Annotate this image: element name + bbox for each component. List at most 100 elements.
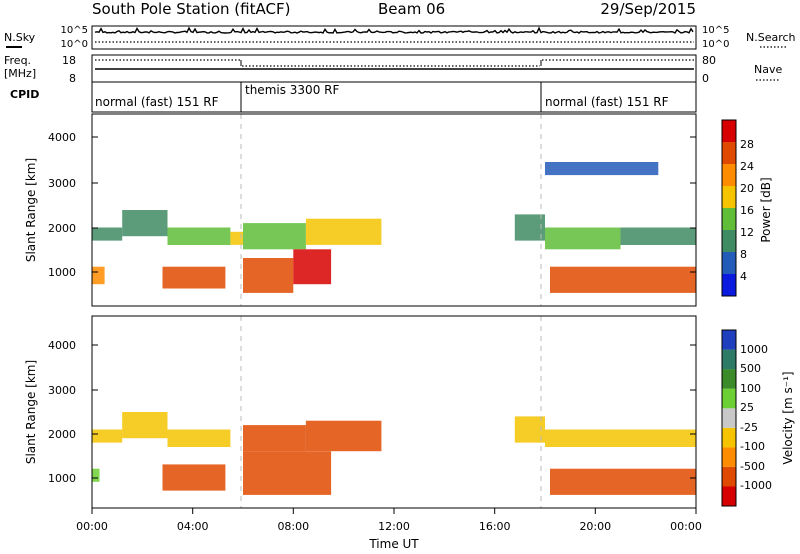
noise-tick-right-top: 10^5	[702, 25, 729, 36]
power-ytick-1000: 1000	[48, 266, 76, 279]
power-cbar-label: Power [dB]	[759, 177, 773, 242]
velocity-colorbar-cell	[722, 427, 736, 448]
power-colorbar-cell	[722, 230, 736, 252]
power-blob	[92, 266, 105, 285]
power-cbar-tick-20: 20	[740, 182, 754, 195]
nsky-label: N.Sky	[4, 31, 36, 44]
x-tick-1600: 16:00	[479, 520, 511, 533]
velocity-blob	[162, 464, 226, 491]
velocity-colorbar-cell	[722, 349, 736, 370]
power-colorbar-cell	[722, 186, 736, 208]
velocity-yticks-marks	[92, 344, 696, 479]
velocity-ytick-4000: 4000	[48, 339, 76, 352]
nave-label: Nave	[754, 63, 782, 76]
velocity-blob	[92, 468, 100, 482]
velocity-blob	[305, 420, 382, 452]
power-cbar-tick-8: 8	[740, 248, 747, 261]
power-blob	[545, 162, 659, 176]
power-blob	[293, 249, 332, 285]
nsearch-label: N.Search	[746, 31, 796, 44]
velocity-colorbar-cell	[722, 330, 736, 350]
nave-tick-top: 80	[702, 54, 716, 67]
x-tick-0800: 08:00	[277, 520, 309, 533]
power-blob	[167, 227, 231, 245]
station-title: South Pole Station (fitACF)	[92, 0, 290, 18]
x-axis-label: Time UT	[368, 537, 419, 551]
power-colorbar-cell	[722, 208, 736, 230]
cpid-segment-3: normal (fast) 151 RF	[545, 95, 669, 109]
velocity-colorbar-cell	[722, 466, 736, 487]
power-colorbar-cell	[722, 252, 736, 274]
velocity-ytick-3000: 3000	[48, 384, 76, 397]
velocity-blob	[122, 412, 168, 439]
x-tick-2400: 00:00	[670, 520, 702, 533]
velocity-colorbar-cell	[722, 486, 736, 506]
velocity-colorbar-cell	[722, 447, 736, 467]
power-blob	[620, 227, 696, 245]
x-tick-0000: 00:00	[76, 520, 108, 533]
power-blob	[550, 266, 696, 293]
cpid-label: CPID	[10, 88, 39, 101]
velocity-cbar-tick-neg25: -25	[740, 421, 758, 434]
velocity-colorbar-cell	[722, 408, 736, 428]
velocity-cbar-tick-100: 100	[740, 382, 761, 395]
x-axis-ticks	[91, 508, 697, 514]
x-axis: 00:00 04:00 08:00 12:00 16:00 20:00 00:0…	[76, 508, 702, 551]
velocity-cbar-tick-neg100: -100	[740, 440, 765, 453]
cpid-segment-1: normal (fast) 151 RF	[95, 95, 219, 109]
freq-label-line1: Freq.	[4, 54, 31, 67]
power-blob	[243, 223, 306, 250]
velocity-blob	[545, 429, 696, 447]
power-ytick-2000: 2000	[48, 222, 76, 235]
power-ytick-4000: 4000	[48, 131, 76, 144]
power-blob	[92, 227, 123, 241]
velocity-panel: Slant Range [km] 1000 2000 3000 4000	[24, 315, 697, 509]
velocity-ytick-1000: 1000	[48, 472, 76, 485]
velocity-cbar-tick-500: 500	[740, 362, 761, 375]
freq-panel: Freq. [MHz] Nave 18 8 80 0	[4, 54, 782, 85]
power-colorbar: 4 8 12 16 20 24 28 Power [dB]	[721, 119, 773, 297]
velocity-cbar-tick-neg1000: -1000	[740, 479, 772, 492]
power-blob	[305, 218, 382, 245]
velocity-blob	[243, 451, 332, 495]
velocity-colorbar: 1000 500 100 25 -25 -100 -500 -1000 Velo…	[721, 329, 795, 507]
power-cbar-tick-28: 28	[740, 138, 754, 151]
power-blob	[122, 210, 168, 237]
velocity-blob	[243, 425, 306, 452]
power-blob	[243, 258, 294, 293]
power-colorbar-cells	[722, 120, 736, 296]
velocity-cbar-label: Velocity [m s⁻¹]	[781, 371, 795, 464]
velocity-cbar-tick-1000: 1000	[740, 343, 768, 356]
x-tick-0400: 04:00	[177, 520, 209, 533]
velocity-cbar-tick-25: 25	[740, 401, 754, 414]
velocity-blob	[550, 468, 696, 495]
noise-tick-left-bottom: 10^0	[61, 39, 88, 50]
power-blob	[514, 214, 545, 241]
velocity-data	[92, 412, 696, 495]
power-cbar-tick-24: 24	[740, 160, 754, 173]
power-ytick-3000: 3000	[48, 177, 76, 190]
velocity-ylabel: Slant Range [km]	[24, 360, 38, 464]
freq-tick-top: 18	[62, 54, 76, 67]
velocity-colorbar-cell	[722, 369, 736, 389]
cpid-segment-2: themis 3300 RF	[245, 83, 339, 97]
noise-tick-right-bottom: 10^0	[702, 39, 729, 50]
power-panel: Slant Range [km] 1000 2000 3000 4000	[24, 113, 697, 307]
power-colorbar-cell	[722, 142, 736, 164]
freq-label-line2: [MHz]	[4, 67, 36, 80]
power-colorbar-cell	[722, 120, 736, 142]
noise-panel: N.Sky N.Search 10^5 10^0 10^5 10^0	[4, 25, 796, 50]
velocity-blob	[514, 416, 545, 443]
velocity-colorbar-cells	[722, 330, 736, 506]
power-ylabel: Slant Range [km]	[24, 158, 38, 262]
noise-tick-left-top: 10^5	[61, 25, 88, 36]
x-tick-2000: 20:00	[579, 520, 611, 533]
power-cbar-tick-12: 12	[740, 226, 754, 239]
x-tick-1200: 12:00	[378, 520, 410, 533]
power-blob	[545, 227, 621, 250]
power-blob	[230, 231, 243, 245]
power-cbar-tick-16: 16	[740, 204, 754, 217]
nsky-series-line	[94, 26, 694, 34]
velocity-colorbar-cell	[722, 388, 736, 409]
